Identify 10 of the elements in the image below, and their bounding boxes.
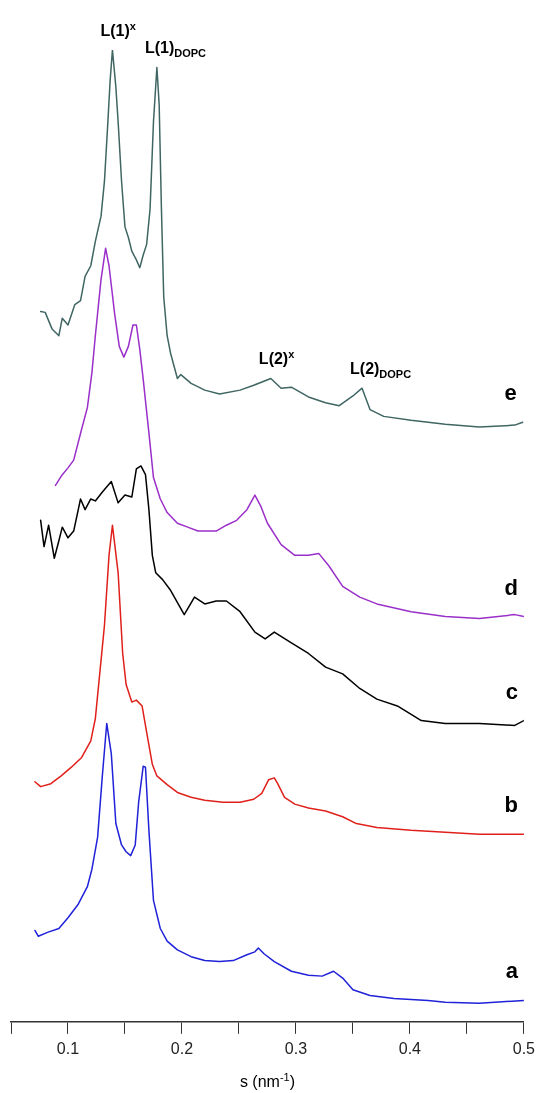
x-tick-label: 0.2 xyxy=(170,1039,194,1057)
x-tick-label: 0.5 xyxy=(512,1039,536,1057)
x-tick-label: 0.3 xyxy=(284,1039,308,1057)
series-label: d xyxy=(504,574,518,600)
x-tick-label: 0.1 xyxy=(56,1039,80,1057)
series-label: e xyxy=(504,380,517,406)
series-label: b xyxy=(504,792,518,818)
x-tick-label: 0.4 xyxy=(398,1039,422,1057)
series-label: c xyxy=(505,678,518,704)
series-label: a xyxy=(505,958,519,984)
